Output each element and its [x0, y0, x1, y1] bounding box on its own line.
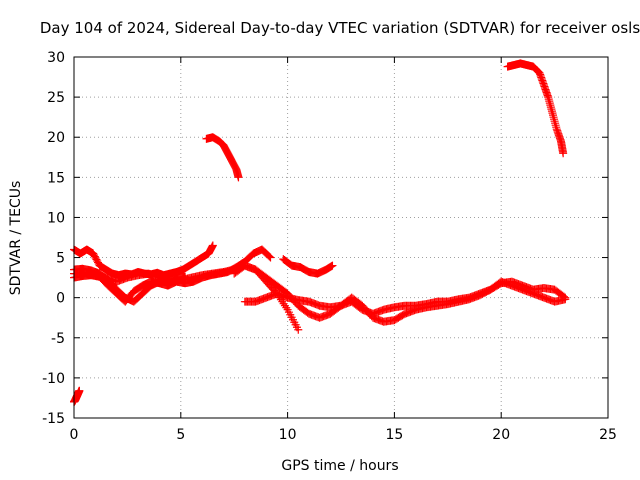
data-point: [75, 386, 84, 395]
data-point: [266, 253, 275, 262]
x-axis-label: GPS time / hours: [281, 458, 398, 474]
x-tick-label: 20: [492, 427, 510, 443]
y-tick-label: 0: [56, 291, 65, 307]
data-point: [265, 252, 274, 261]
x-tick-label: 0: [70, 427, 79, 443]
y-tick-label: 20: [47, 130, 65, 146]
y-tick-label: 5: [56, 251, 65, 267]
series-arc-8: [279, 255, 337, 278]
series-arc-1: [70, 386, 84, 406]
axis-ticks: 0 5 10 15 20 25 -15 -10 -5 0 5 10 15 20 25 30: [42, 50, 617, 443]
data-point: [559, 292, 568, 301]
data-point: [559, 149, 568, 158]
data-point: [561, 293, 570, 302]
x-tick-label: 15: [385, 427, 403, 443]
data-marks: [70, 59, 570, 406]
y-tick-label: -5: [51, 331, 65, 347]
series-arc-7: [240, 277, 570, 318]
data-point: [282, 303, 291, 312]
data-point: [279, 299, 288, 308]
x-tick-label: 25: [599, 427, 617, 443]
data-point: [234, 173, 243, 182]
y-tick-label: 10: [47, 210, 65, 226]
grid-layer: [74, 57, 608, 418]
data-point: [280, 301, 289, 310]
chart-title: Day 104 of 2024, Sidereal Day-to-day VTE…: [40, 19, 640, 37]
y-tick-label: -10: [42, 371, 65, 387]
y-tick-label: 25: [47, 90, 65, 106]
y-tick-label: 15: [47, 170, 65, 186]
data-point: [208, 241, 217, 250]
y-tick-label: 30: [47, 50, 65, 66]
x-tick-label: 5: [176, 427, 185, 443]
series-arc-9: [202, 133, 243, 182]
series-arc-10: [503, 59, 568, 158]
x-tick-label: 10: [279, 427, 297, 443]
y-tick-label: -15: [42, 411, 65, 427]
plot-frame: [73, 56, 609, 419]
data-point: [294, 325, 303, 334]
data-point: [328, 261, 337, 270]
y-axis-label: SDTVAR / TECUs: [8, 181, 24, 296]
